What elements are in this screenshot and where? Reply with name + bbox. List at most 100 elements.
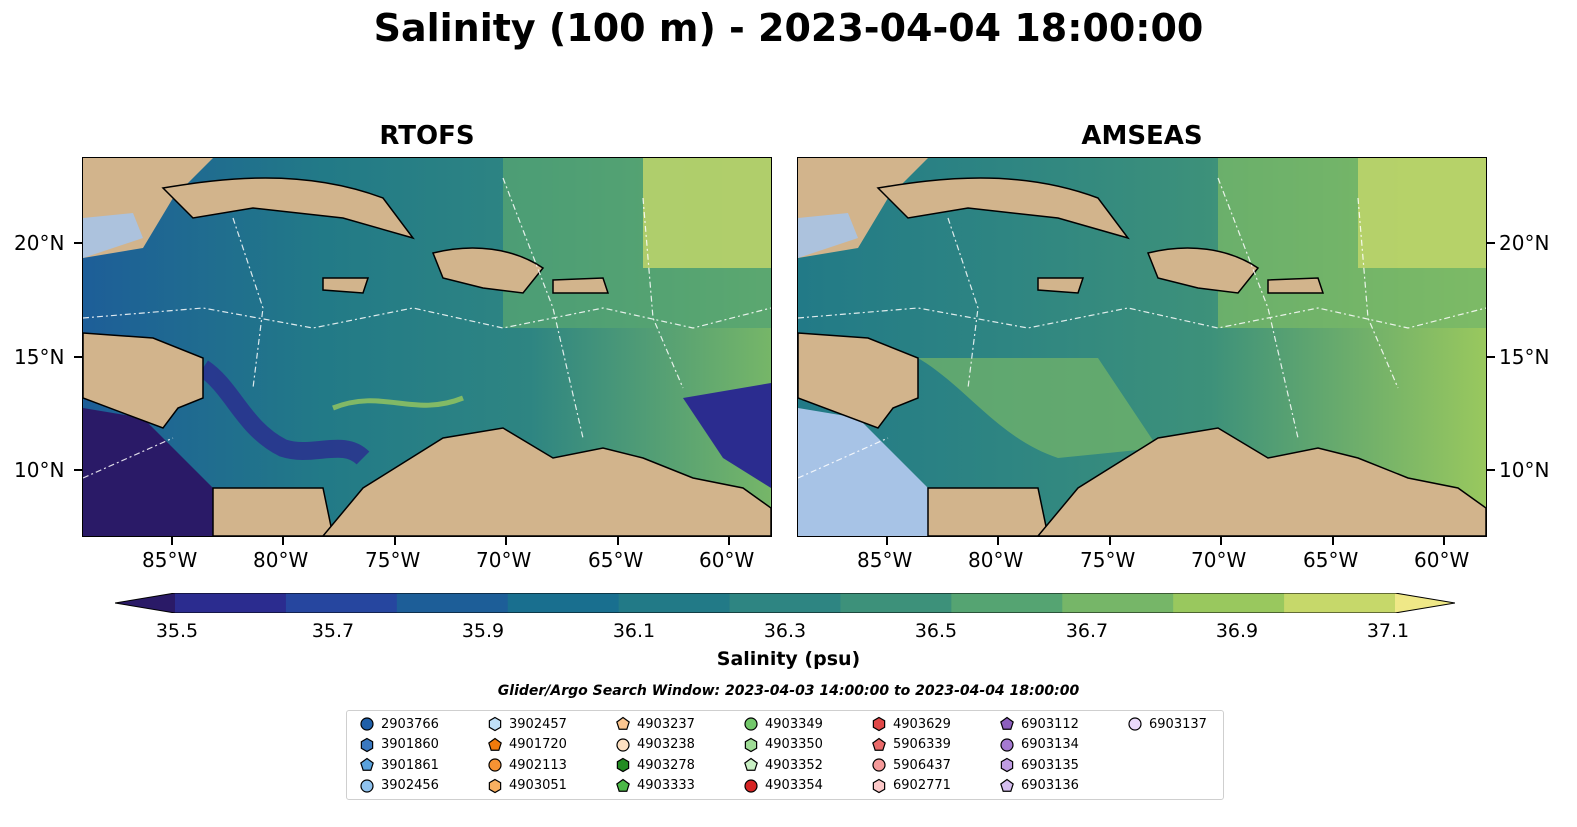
circle-marker-icon (360, 717, 374, 731)
legend-item-label: 4901720 (509, 737, 567, 752)
hexagon-marker-icon (616, 757, 630, 773)
legend-item-label: 4903352 (765, 757, 823, 773)
hexagon-marker-icon (360, 737, 374, 752)
circle-marker-icon (616, 737, 630, 752)
legend-item: 4903349 (743, 716, 823, 732)
lon-label-65w-right: 65°W (1303, 548, 1359, 572)
legend-item-label: 4903278 (637, 757, 695, 773)
legend-item-label: 5906437 (893, 757, 951, 773)
lon-label-60w-left: 60°W (699, 548, 755, 572)
lon-label-80w-left: 80°W (253, 548, 309, 572)
lon-label-85w-right: 85°W (857, 548, 913, 572)
legend-item: 3901860 (359, 737, 439, 753)
colorbar-tick-label: 36.9 (1215, 620, 1259, 642)
colorbar-segment (729, 593, 841, 613)
legend-item-label: 6903135 (1021, 757, 1079, 773)
lat-label-15n-left: 15°N (14, 345, 65, 369)
pentagon-marker-icon (872, 737, 886, 751)
legend-item: 4903350 (743, 737, 823, 753)
map-rtofs[interactable] (82, 157, 772, 537)
colorbar-segment (285, 593, 398, 613)
legend-item: 4903278 (615, 757, 695, 773)
colorbar-tick-label: 35.7 (311, 620, 355, 642)
pentagon-marker-icon (488, 737, 502, 751)
lon-label-70w-right: 70°W (1191, 548, 1247, 572)
legend-item-label: 2903766 (381, 716, 439, 732)
lat-label-20n-right: 20°N (1499, 231, 1550, 255)
legend-item: 4903237 (615, 716, 695, 732)
legend-item: 4903629 (871, 716, 951, 732)
legend-item-label: 6903134 (1021, 737, 1079, 752)
legend-item-label: 3902457 (509, 716, 567, 732)
lon-label-85w-left: 85°W (142, 548, 198, 572)
colorbar-label: Salinity (psu) (716, 648, 861, 670)
lon-label-80w-right: 80°W (968, 548, 1024, 572)
colorbar-segment (840, 593, 952, 613)
legend-item-label: 4903237 (637, 716, 695, 732)
lat-label-20n-left: 20°N (14, 231, 65, 255)
colorbar-tick-label: 36.7 (1065, 620, 1109, 642)
search-window-text: Glider/Argo Search Window: 2023-04-03 14… (497, 683, 1080, 699)
legend-item-label: 4903354 (765, 778, 823, 793)
legend-item-label: 3901861 (381, 757, 439, 773)
lon-label-75w-right: 75°W (1080, 548, 1136, 572)
legend-item-label: 6903136 (1021, 778, 1079, 793)
lat-label-10n-left: 10°N (14, 458, 65, 482)
lon-label-60w-right: 60°W (1414, 548, 1470, 572)
pentagon-marker-icon (744, 757, 758, 771)
legend-item-label: 3902456 (381, 778, 439, 793)
hexagon-marker-icon (744, 737, 758, 752)
hexagon-marker-icon (488, 716, 502, 732)
colorbar-tick-label: 35.9 (461, 620, 505, 642)
legend-item: 6902771 (871, 778, 951, 794)
colorbar-segment (1173, 593, 1285, 613)
legend-item-label: 4902113 (509, 757, 567, 773)
circle-marker-icon (488, 758, 502, 772)
legend-item-label: 4903349 (765, 716, 823, 732)
legend: 2903766 3901860 3901861 3902456 3902457 49017… (346, 710, 1224, 800)
legend-item: 6903135 (999, 757, 1079, 773)
pentagon-marker-icon (1000, 716, 1014, 730)
hexagon-marker-icon (1000, 757, 1014, 773)
colorbar-segment (175, 593, 287, 613)
lon-label-75w-left: 75°W (365, 548, 421, 572)
legend-item: 2903766 (359, 716, 439, 732)
legend-item: 6903136 (999, 778, 1079, 794)
colorbar-tick-label: 36.3 (763, 620, 807, 642)
colorbar-tick-label: 36.5 (914, 620, 958, 642)
pentagon-marker-icon (616, 778, 630, 792)
pentagon-marker-icon (1000, 778, 1014, 792)
legend-item: 4902113 (487, 757, 567, 773)
panel-title-amseas: AMSEAS (1081, 121, 1203, 151)
legend-item-label: 6903112 (1021, 716, 1079, 732)
legend-item: 5906339 (871, 737, 951, 753)
legend-item: 4903354 (743, 778, 823, 794)
colorbar-segment (1062, 593, 1174, 613)
lat-label-10n-right: 10°N (1499, 458, 1550, 482)
legend-item: 6903137 (1127, 716, 1207, 732)
colorbar-extend-min (115, 593, 175, 613)
legend-item: 5906437 (871, 757, 951, 773)
legend-item-label: 5906339 (893, 737, 951, 752)
legend-item: 4903352 (743, 757, 823, 773)
circle-marker-icon (872, 758, 886, 772)
colorbar-segment (396, 593, 509, 613)
legend-item-label: 4903238 (637, 737, 695, 752)
legend-item-label: 6903137 (1149, 716, 1207, 732)
legend-item: 4901720 (487, 737, 567, 753)
pentagon-marker-icon (616, 716, 630, 730)
map-amseas[interactable] (797, 157, 1487, 537)
legend-item-label: 6902771 (893, 778, 951, 793)
colorbar-segment (951, 593, 1063, 613)
circle-marker-icon (1128, 717, 1142, 731)
legend-item: 6903134 (999, 737, 1079, 753)
hexagon-marker-icon (488, 778, 502, 793)
colorbar-tick-label: 36.1 (612, 620, 656, 642)
colorbar-segment (618, 593, 731, 613)
legend-item: 4903238 (615, 737, 695, 753)
circle-marker-icon (1000, 737, 1014, 752)
legend-item-label: 4903333 (637, 778, 695, 793)
legend-item-label: 4903350 (765, 737, 823, 752)
circle-marker-icon (744, 717, 758, 731)
circle-marker-icon (744, 778, 758, 793)
